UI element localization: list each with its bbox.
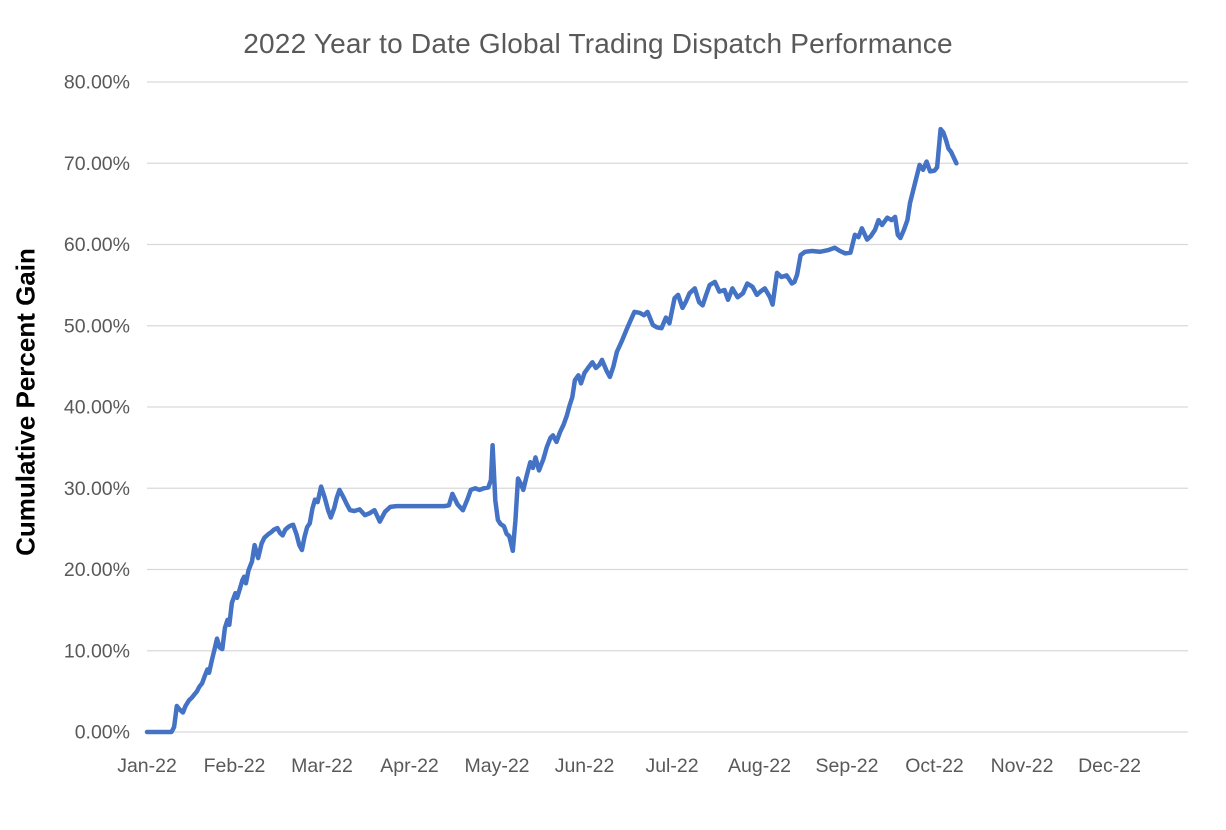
x-axis-tick-label: Oct-22	[905, 755, 964, 777]
chart-title: 2022 Year to Date Global Trading Dispatc…	[243, 28, 953, 59]
x-axis-tick-label: Apr-22	[380, 755, 439, 777]
y-axis-tick-label: 20.00%	[64, 559, 130, 581]
y-axis-tick-label: 50.00%	[64, 315, 130, 337]
x-axis-tick-label: Mar-22	[291, 755, 353, 777]
x-axis-tick-label: Jan-22	[117, 755, 177, 777]
x-axis-tick-label: Jun-22	[555, 755, 615, 777]
y-axis-tick-label: 80.00%	[64, 72, 130, 94]
y-axis-tick-label: 0.00%	[75, 722, 130, 744]
x-axis-tick-label: Nov-22	[991, 755, 1054, 777]
x-axis-tick-label: Jul-22	[645, 755, 698, 777]
x-axis-tick-label: Dec-22	[1078, 755, 1141, 777]
y-axis-tick-label: 60.00%	[64, 234, 130, 256]
performance-line	[144, 126, 959, 735]
x-axis-tick-label: Sep-22	[816, 755, 879, 777]
y-axis-tick-label: 10.00%	[64, 640, 130, 662]
y-axis-tick-label: 40.00%	[64, 397, 130, 419]
x-axis-tick-label: May-22	[464, 755, 529, 777]
y-axis-title: Cumulative Percent Gain	[10, 248, 41, 556]
y-axis-tick-label: 30.00%	[64, 478, 130, 500]
x-axis-tick-label: Feb-22	[204, 755, 266, 777]
x-axis-tick-label: Aug-22	[728, 755, 791, 777]
y-axis-tick-label: 70.00%	[64, 153, 130, 175]
